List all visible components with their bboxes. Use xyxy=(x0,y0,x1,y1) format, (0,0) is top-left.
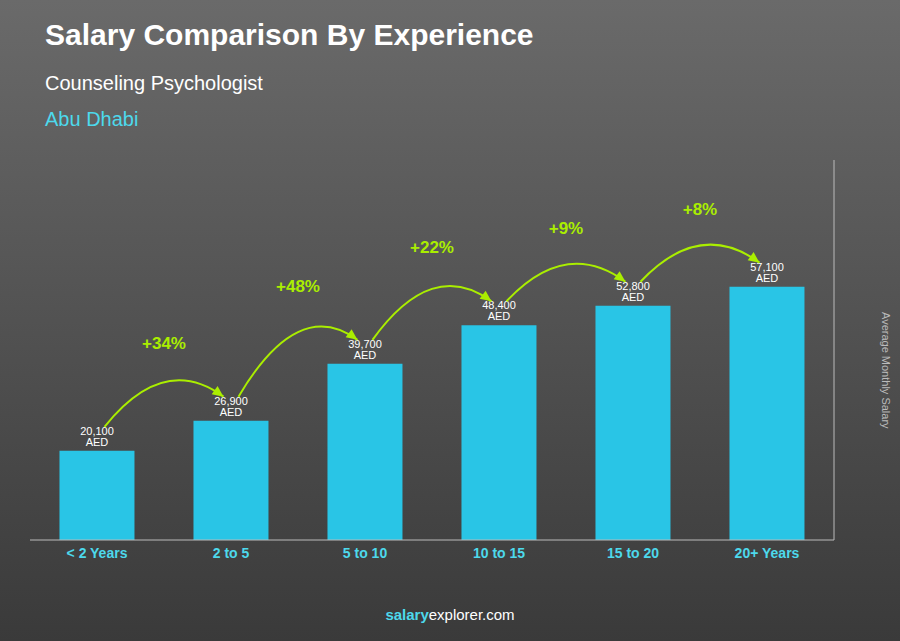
svg-text:52,800AED: 52,800AED xyxy=(616,280,650,303)
html-text:Salary Comparison By Experienc: Salary Comparison By Experience xyxy=(45,18,534,51)
svg-text:57,100AED: 57,100AED xyxy=(750,261,784,284)
html-text:salary explorer.com: salary explorer.com xyxy=(385,606,515,623)
svg-text:20,100AED: 20,100AED xyxy=(80,425,114,448)
html-text:Abu Dhabi: Abu Dhabi xyxy=(45,108,139,130)
svg-text:< 2 Years: < 2 Years xyxy=(67,545,128,561)
html-text:Counseling Psychologist: Counseling Psychologist xyxy=(45,72,263,94)
svg-text:15 to 20: 15 to 20 xyxy=(607,545,659,561)
svg-text:20+ Years: 20+ Years xyxy=(735,545,800,561)
svg-text:48,400AED: 48,400AED xyxy=(482,299,516,322)
svg-text:+8%: +8% xyxy=(683,200,718,219)
svg-text:+48%: +48% xyxy=(276,277,320,296)
svg-text:2 to 5: 2 to 5 xyxy=(213,545,250,561)
html-text:Average Monthly Salary: Average Monthly Salary xyxy=(880,311,892,429)
svg-text:26,900AED: 26,900AED xyxy=(214,395,248,418)
svg-text:5 to 10: 5 to 10 xyxy=(343,545,388,561)
svg-text:10 to 15: 10 to 15 xyxy=(473,545,525,561)
svg-text:+9%: +9% xyxy=(549,219,584,238)
svg-text:39,700AED: 39,700AED xyxy=(348,338,382,361)
svg-text:+34%: +34% xyxy=(142,334,186,353)
svg-text:+22%: +22% xyxy=(410,238,454,257)
